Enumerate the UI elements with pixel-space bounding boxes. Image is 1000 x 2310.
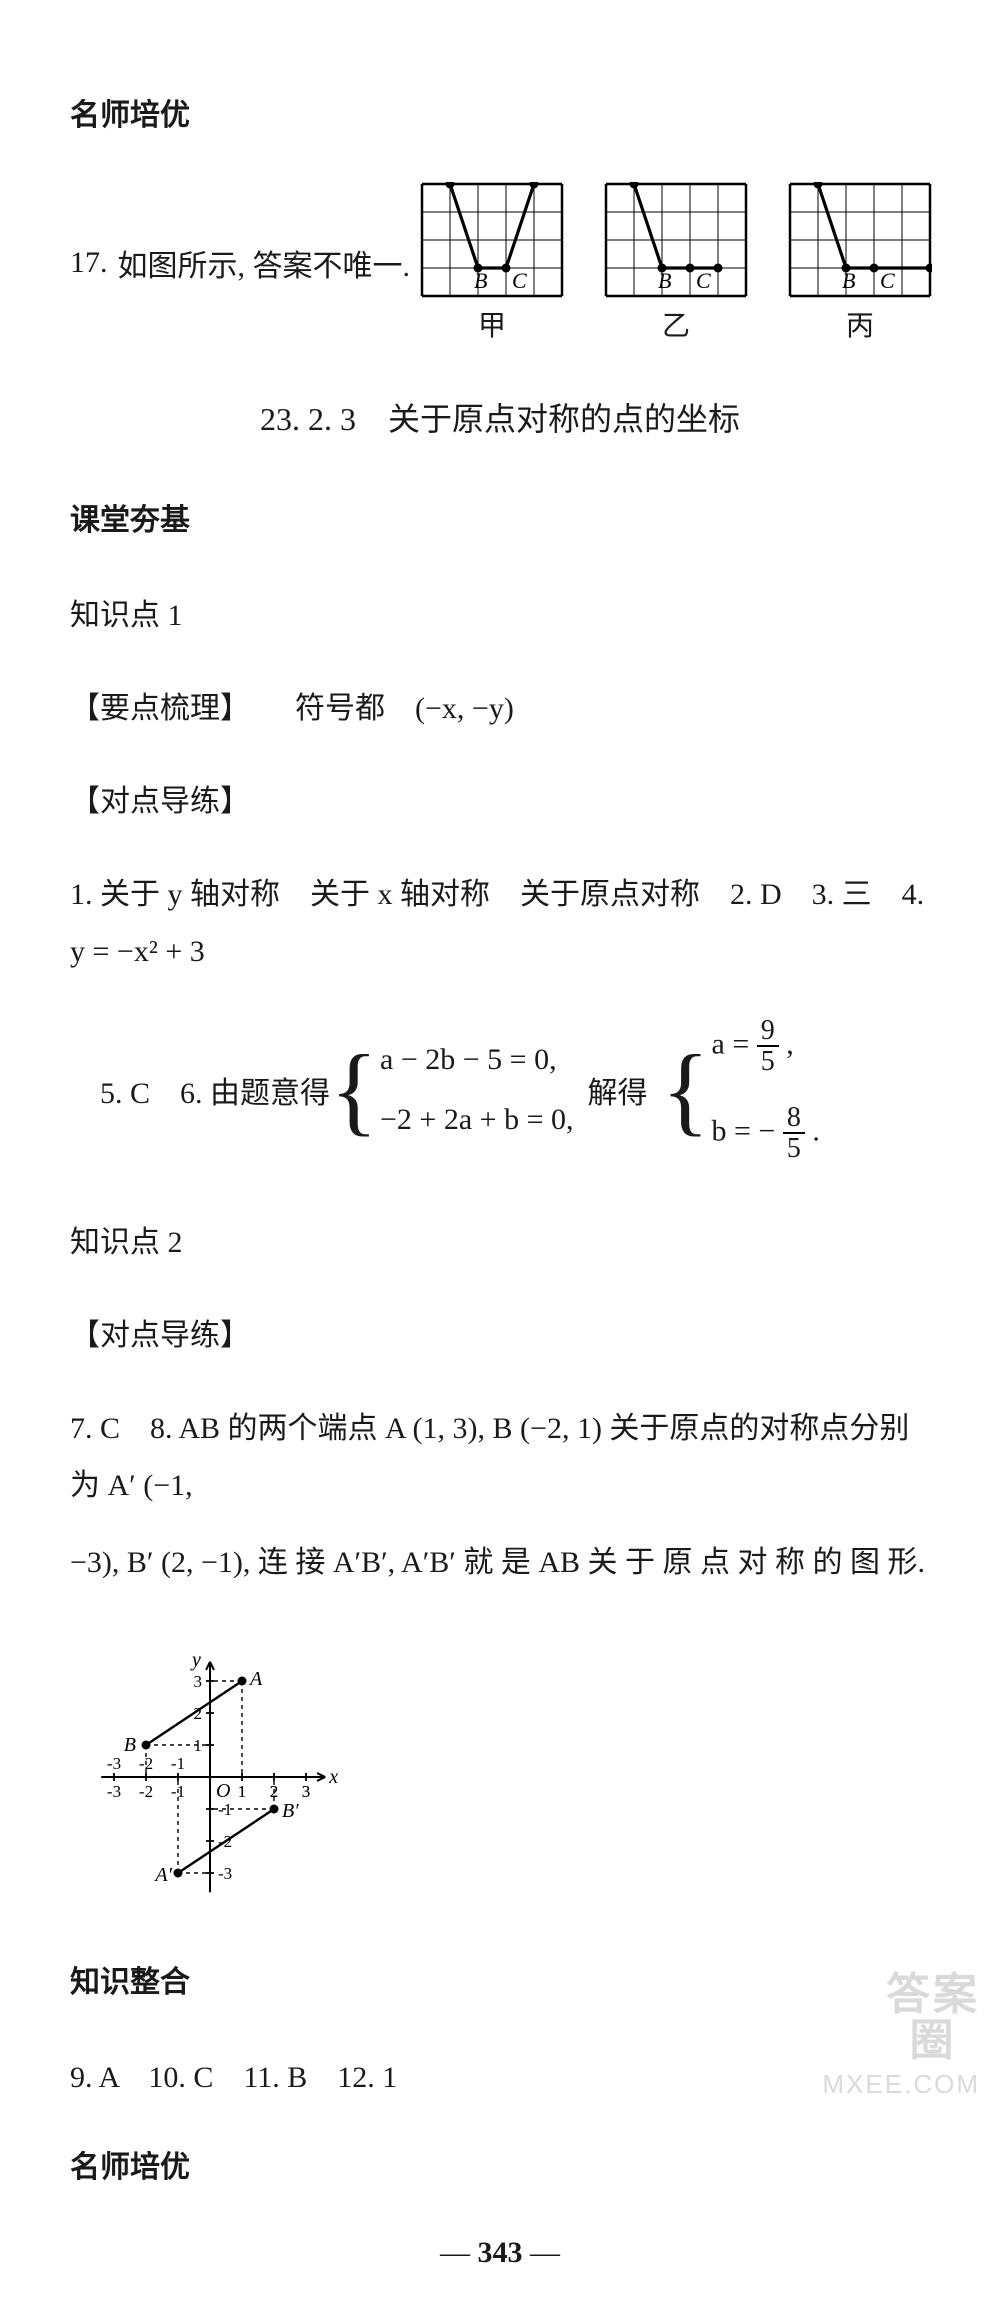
svg-text:3: 3 <box>194 1672 203 1691</box>
svg-text:-3: -3 <box>218 1864 232 1883</box>
grid-bing-caption: 丙 <box>788 304 932 344</box>
dd1-eq-right-top: a = 9 5 , <box>712 1016 820 1077</box>
svg-text:1: 1 <box>238 1782 247 1801</box>
svg-text:-2: -2 <box>139 1782 153 1801</box>
page-number: 343 <box>478 2236 523 2269</box>
fraction-8-5: 8 5 <box>783 1103 805 1164</box>
yaodian-label: 【要点梳理】 <box>70 692 250 725</box>
q17-text: 如图所示, 答案不唯一. <box>118 241 411 285</box>
yaodian-line: 【要点梳理】 符号都 (−x, −y) <box>70 680 930 737</box>
svg-text:-1: -1 <box>171 1754 185 1773</box>
svg-text:3: 3 <box>302 1782 311 1801</box>
svg-text:O: O <box>216 1780 230 1802</box>
section-subtitle: 23. 2. 3 关于原点对称的点的坐标 <box>70 394 930 440</box>
dd2-line2: −3), B′ (2, −1), 连 接 A′B′, A′B′ 就 是 AB 关… <box>70 1534 930 1591</box>
svg-text:A′: A′ <box>153 1864 172 1886</box>
brace-right-icon: { <box>662 1047 710 1132</box>
svg-text:A: A <box>822 182 838 183</box>
yaodian-text: 符号都 (−x, −y) <box>295 692 514 725</box>
heading-kehangkaji: 课堂夯基 <box>70 495 930 539</box>
svg-text:C: C <box>880 268 895 293</box>
svg-text:A: A <box>454 182 470 183</box>
svg-text:B′: B′ <box>282 1800 299 1822</box>
grid-bing: A BC <box>788 182 932 298</box>
heading-zhishizhenghe: 知识整合 <box>70 1957 930 2001</box>
grid-yi: A BC <box>604 182 748 298</box>
svg-text:C: C <box>696 268 711 293</box>
svg-text:x: x <box>328 1766 338 1788</box>
axes-figure: xyO-3-2-1123-3-2-1123123-1-2-3ABA′B′ <box>70 1627 350 1917</box>
dd1-line1: 1. 关于 y 轴对称 关于 x 轴对称 关于原点对称 2. D 3. 三 4.… <box>70 866 930 980</box>
svg-text:y: y <box>190 1648 201 1670</box>
svg-text:-3: -3 <box>107 1782 121 1801</box>
page-footer: — 343 — <box>70 2236 930 2270</box>
dd1-mathblock: 5. C 6. 由题意得 { a − 2b − 5 = 0, −2 + 2a +… <box>70 1016 930 1164</box>
dd2-line1: 7. C 8. AB 的两个端点 A (1, 3), B (−2, 1) 关于原… <box>70 1400 930 1514</box>
heading-peiyou-2: 名师培优 <box>70 2142 930 2186</box>
fraction-9-5: 9 5 <box>757 1016 779 1077</box>
heading-duidian1: 【对点导练】 <box>70 773 930 830</box>
svg-text:A: A <box>638 182 654 183</box>
dd1-eq-right-bot: b = − 8 5 . <box>712 1103 820 1164</box>
grid-jia-caption: 甲 <box>420 304 564 344</box>
zhenghe-line: 9. A 10. C 11. B 12. 1 <box>70 2049 930 2106</box>
grid-jia: A BC <box>420 182 564 298</box>
svg-text:B: B <box>842 268 855 293</box>
dd1-eq-left-bot: −2 + 2a + b = 0, <box>380 1103 574 1137</box>
heading-zhishidian2: 知识点 2 <box>70 1214 930 1271</box>
grid-yi-caption: 乙 <box>604 304 748 344</box>
brace-left-icon: { <box>330 1047 378 1132</box>
dd1-eq-left-top: a − 2b − 5 = 0, <box>380 1043 574 1077</box>
svg-text:A: A <box>248 1668 263 1690</box>
svg-text:C: C <box>512 268 527 293</box>
heading-peiyou-1: 名师培优 <box>70 90 930 134</box>
heading-zhishidian1: 知识点 1 <box>70 587 930 644</box>
q17-row: 17. 如图所示, 答案不唯一. ABC 甲 ABC 乙 ABC 丙 <box>70 182 930 344</box>
dd1-resolve: 解得 <box>588 1068 648 1112</box>
svg-text:B: B <box>658 268 671 293</box>
dd1-prefix: 5. C 6. 由题意得 <box>100 1068 330 1112</box>
svg-text:B: B <box>474 268 487 293</box>
heading-duidian2: 【对点导练】 <box>70 1307 930 1364</box>
q17-label: 17. <box>70 246 108 280</box>
svg-text:-3: -3 <box>107 1754 121 1773</box>
svg-text:B: B <box>124 1734 136 1756</box>
